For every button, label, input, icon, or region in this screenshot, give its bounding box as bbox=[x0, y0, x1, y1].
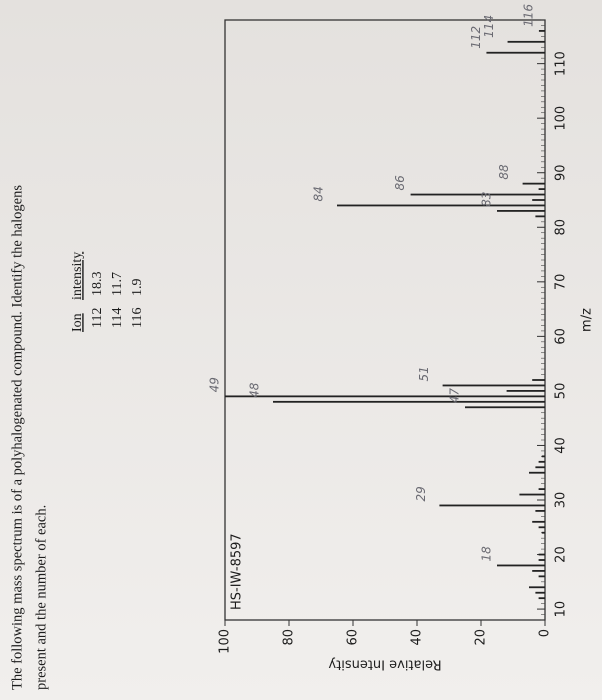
peak bbox=[465, 406, 545, 409]
peak bbox=[486, 51, 546, 54]
y-tick-label: 0 bbox=[538, 629, 553, 637]
peak bbox=[541, 455, 545, 458]
peak bbox=[538, 526, 545, 529]
x-tick-label: 10 bbox=[554, 601, 569, 618]
peak bbox=[273, 400, 545, 403]
peak bbox=[337, 204, 545, 207]
peak bbox=[532, 199, 546, 201]
peak bbox=[506, 390, 546, 392]
x-tick-label: 50 bbox=[554, 383, 569, 400]
peak bbox=[535, 591, 546, 594]
peak bbox=[535, 215, 546, 218]
x-tick-label: 110 bbox=[554, 51, 569, 76]
table-cell: 1.9 bbox=[130, 279, 145, 297]
peak bbox=[519, 493, 546, 496]
handwritten-label: 84 bbox=[312, 186, 326, 201]
peak bbox=[225, 395, 545, 398]
y-tick-label: 60 bbox=[346, 629, 361, 646]
table-cell: 112 bbox=[90, 308, 105, 328]
x-tick-label: 90 bbox=[554, 164, 569, 181]
x-tick-label: 30 bbox=[554, 492, 569, 509]
x-tick-label: 70 bbox=[554, 274, 569, 291]
peak bbox=[538, 553, 545, 556]
peak bbox=[442, 384, 546, 387]
table-cell: 114 bbox=[110, 308, 125, 328]
handwritten-label: 83 bbox=[480, 192, 494, 207]
handwritten-label: 116 bbox=[521, 4, 535, 27]
peak bbox=[532, 520, 546, 523]
plot-frame bbox=[224, 19, 546, 621]
handwritten-label: 114 bbox=[482, 15, 496, 38]
y-tick-label: 40 bbox=[410, 629, 425, 646]
table-cell: 18.3 bbox=[90, 272, 105, 297]
peak bbox=[497, 210, 545, 212]
table-cell: 11.7 bbox=[110, 272, 125, 296]
spectrum: 10 20 30 40 50 60 70 80 90 100 110 0 20 40 60 80 100 Rela… bbox=[208, 4, 595, 672]
handwritten-label: 29 bbox=[414, 486, 428, 501]
y-tick-label: 20 bbox=[474, 629, 489, 646]
peak bbox=[439, 504, 545, 507]
peak bbox=[538, 188, 545, 190]
peak bbox=[535, 466, 546, 469]
x-tick-label: 60 bbox=[554, 328, 569, 345]
peak bbox=[538, 460, 545, 463]
question-line: The following mass spectrum is of a poly… bbox=[9, 185, 25, 690]
peak bbox=[538, 559, 545, 561]
table-header: intensity bbox=[70, 252, 85, 300]
peak bbox=[529, 471, 545, 474]
peak bbox=[532, 379, 546, 381]
handwritten-label: 18 bbox=[480, 546, 494, 562]
handwritten-label: 51 bbox=[417, 366, 431, 381]
x-tick-label: 100 bbox=[554, 106, 569, 131]
peak bbox=[529, 586, 545, 589]
y-tick-label: 100 bbox=[218, 629, 233, 654]
handwritten-label: 47 bbox=[448, 388, 462, 404]
handwritten-label: 112 bbox=[469, 26, 483, 49]
y-tick-label: 80 bbox=[282, 629, 297, 646]
x-tick-label: 80 bbox=[554, 219, 569, 236]
peak bbox=[410, 193, 545, 196]
handwritten-label: 86 bbox=[393, 175, 407, 191]
question-line: present and the number of each. bbox=[33, 505, 49, 690]
peak bbox=[538, 488, 545, 490]
plot-code: HS-IW-8597 bbox=[230, 533, 245, 610]
peak bbox=[538, 30, 545, 32]
x-tick-label: 20 bbox=[554, 546, 569, 563]
peak bbox=[538, 597, 545, 600]
table-header: Ion bbox=[70, 313, 85, 332]
peak bbox=[507, 40, 545, 43]
ion-table: Ion intensity 112 18.3 114 11.7 116 1.9 bbox=[70, 252, 145, 332]
y-axis-title: Relative Intensity bbox=[328, 657, 441, 672]
peak bbox=[497, 564, 545, 567]
peak bbox=[541, 531, 545, 534]
x-axis-title: m/z bbox=[580, 308, 595, 332]
peak bbox=[522, 182, 545, 185]
handwritten-label: 48 bbox=[248, 382, 262, 398]
peak bbox=[538, 575, 545, 578]
peak bbox=[532, 570, 546, 572]
x-tick-label: 40 bbox=[554, 437, 569, 454]
handwritten-label: 88 bbox=[497, 164, 511, 180]
table-cell: 116 bbox=[130, 308, 145, 328]
handwritten-label: 49 bbox=[208, 377, 222, 392]
peak bbox=[535, 510, 546, 512]
